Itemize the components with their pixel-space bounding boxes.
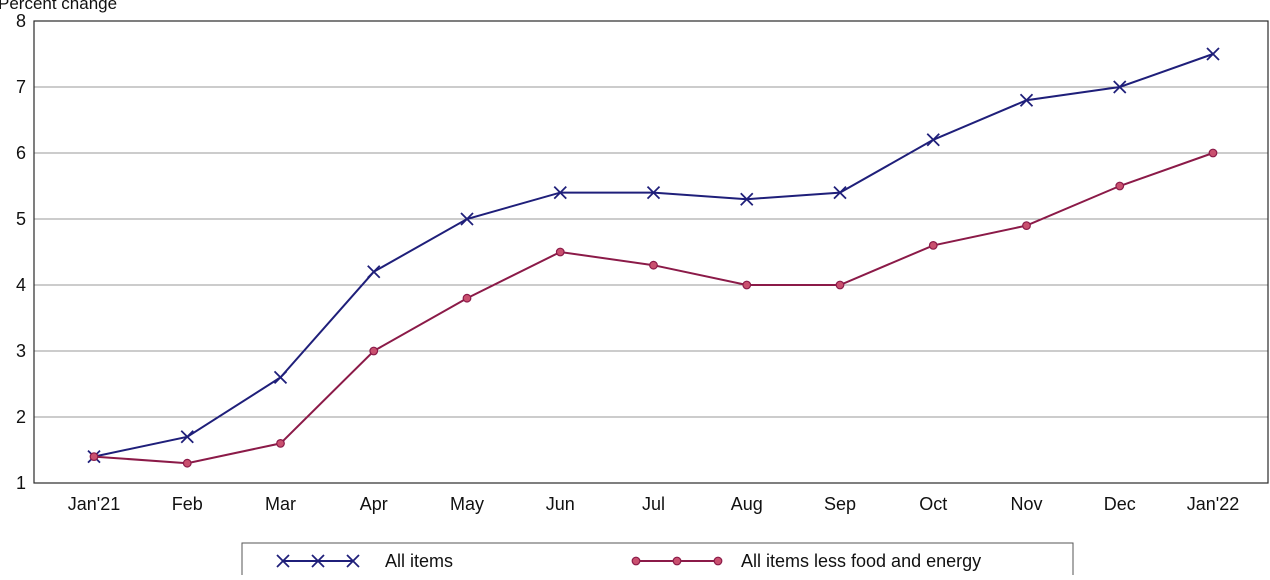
data-point: [555, 247, 565, 257]
x-tick-label: May: [450, 494, 484, 514]
data-point: [740, 192, 754, 206]
x-tick-label: Jun: [546, 494, 575, 514]
y-tick-labels: 1 2 3 4 5 6 7 8: [16, 11, 26, 493]
x-tick-label: Nov: [1010, 494, 1042, 514]
data-point: [553, 185, 567, 200]
data-point: [835, 280, 845, 290]
y-axis-label: Percent change: [0, 0, 117, 13]
y-tick-label: 2: [16, 407, 26, 427]
data-point: [180, 430, 194, 444]
x-tick-labels: Jan'21 Feb Mar Apr May Jun Jul Aug Sep Oct Nov Dec J…: [68, 494, 1239, 514]
data-point: [462, 293, 472, 303]
x-tick-label: Oct: [919, 494, 947, 514]
data-point: [1206, 47, 1220, 61]
data-point: [1019, 93, 1034, 107]
y-tick-label: 6: [16, 143, 26, 163]
data-point: [1022, 221, 1031, 231]
x-tick-label: Jan'22: [1187, 494, 1239, 514]
legend-marker: [311, 554, 325, 568]
y-tick-label: 4: [16, 275, 26, 295]
data-point: [1113, 80, 1127, 94]
data-point: [367, 265, 381, 279]
data-point: [646, 185, 661, 200]
x-tick-label: Feb: [172, 494, 203, 514]
series-line: [93, 53, 1214, 458]
y-tick-label: 7: [16, 77, 26, 97]
legend-label: All items less food and energy: [741, 551, 981, 571]
data-point: [273, 370, 288, 385]
legend-marker: [276, 554, 290, 568]
x-tick-label: Sep: [824, 494, 856, 514]
x-tick-label: Jan'21: [68, 494, 120, 514]
data-point: [926, 133, 940, 147]
y-tick-label: 5: [16, 209, 26, 229]
legend-label: All items: [385, 551, 453, 571]
x-tick-label: Apr: [360, 494, 388, 514]
data-point: [369, 346, 379, 356]
data-point: [460, 212, 474, 226]
y-tick-label: 8: [16, 11, 26, 31]
y-tick-label: 3: [16, 341, 26, 361]
legend: All items All items less food and energy: [241, 542, 1074, 580]
data-point: [182, 458, 192, 468]
legend-marker: [672, 556, 682, 566]
data-point: [1115, 181, 1125, 191]
x-tick-label: Jul: [642, 494, 665, 514]
legend-marker: [713, 556, 723, 566]
data-point: [928, 240, 938, 250]
series-layer: [87, 47, 1220, 468]
x-tick-label: Aug: [731, 494, 763, 514]
data-point: [89, 452, 99, 462]
data-point: [649, 260, 658, 270]
x-tick-label: Mar: [265, 494, 296, 514]
plot-frame: [33, 20, 1269, 484]
y-tick-label: 1: [16, 473, 26, 493]
data-point: [833, 185, 847, 200]
axes: [33, 20, 1269, 484]
data-point: [276, 439, 285, 448]
data-point: [1208, 148, 1218, 158]
data-point: [742, 280, 752, 290]
x-tick-label: Dec: [1104, 494, 1136, 514]
grid-lines: [34, 86, 1268, 418]
legend-marker: [631, 556, 641, 566]
legend-marker: [346, 554, 360, 568]
